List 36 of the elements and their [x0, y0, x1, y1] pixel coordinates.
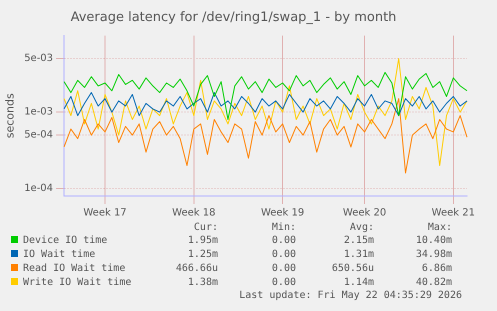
- legend-label: Device IO time: [22, 234, 108, 248]
- text: 6.86m: [420, 262, 453, 276]
- text: Avg:: [348, 222, 375, 234]
- text: 0.00: [270, 234, 297, 248]
- x-tick-label: Week 17: [83, 208, 127, 219]
- text: 0.00: [270, 276, 297, 290]
- x-tick-label: Week 19: [260, 208, 304, 219]
- legend-label: IO Wait time: [22, 248, 96, 262]
- text: 1.25m: [186, 248, 219, 262]
- text: 0.00: [270, 248, 297, 262]
- text: 0.00: [270, 262, 297, 276]
- x-tick-label: Week 18: [172, 208, 216, 219]
- y-axis-title: seconds: [3, 93, 16, 138]
- x-tick-label: Week 20: [342, 208, 386, 219]
- y-tick-label: 1e-04: [24, 183, 54, 194]
- legend-label: Read IO Wait time: [22, 262, 126, 276]
- text: Last update: Fri May 22 04:35:29 2026: [238, 290, 462, 301]
- chart-title: Average latency for /dev/ring1/swap_1 - by month: [70, 10, 396, 26]
- text: Min:: [270, 222, 297, 234]
- y-tick-label: 5e-03: [24, 53, 54, 64]
- text: 10.40m: [414, 234, 453, 248]
- text: Cur:: [192, 222, 219, 234]
- text: 40.82m: [414, 276, 453, 290]
- text: 1.14m: [342, 276, 375, 290]
- text: 1.38m: [186, 276, 219, 290]
- text: 1.31m: [342, 248, 375, 262]
- text: Max:: [426, 222, 453, 234]
- text: 466.66u: [174, 262, 219, 276]
- y-tick-label: 1e-03: [24, 106, 54, 118]
- legend-label: Write IO Wait time: [22, 276, 132, 290]
- text: 1.95m: [186, 234, 219, 248]
- x-tick-label: Week 21: [432, 208, 475, 219]
- text: 650.56u: [330, 262, 375, 276]
- y-tick-label: 5e-04: [24, 130, 54, 141]
- text: 34.98m: [414, 248, 453, 262]
- text: 2.15m: [342, 234, 375, 248]
